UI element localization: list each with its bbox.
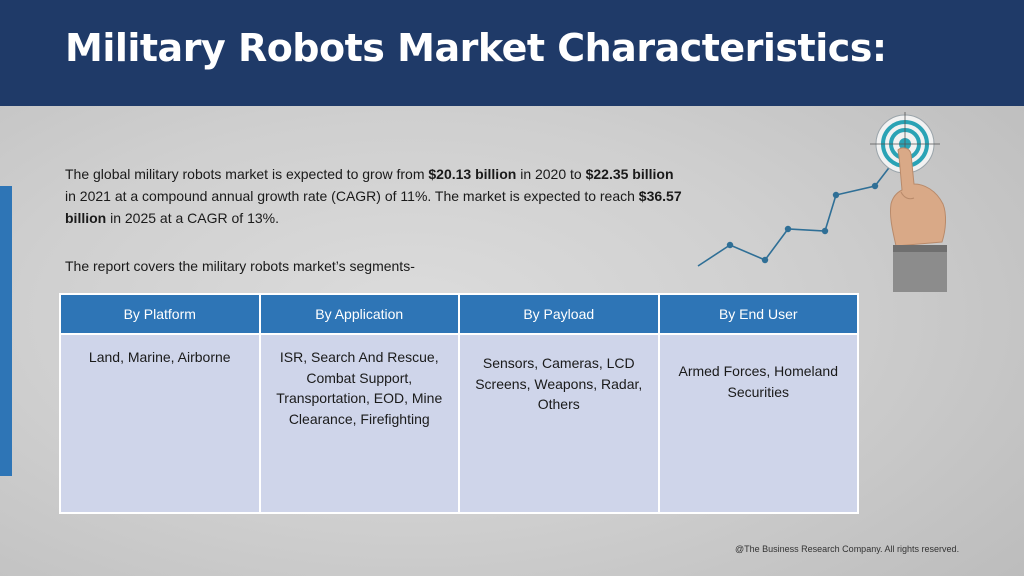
table-row: Land, Marine, Airborne ISR, Search And R… [59,333,859,514]
header-by-platform: By Platform [59,293,261,335]
growth-line-chart-icon [697,155,899,267]
intro-paragraph: The global military robots market is exp… [65,163,685,229]
value-2025: $36.57 billion [65,188,682,226]
intro-text-2: in 2020 to [516,166,586,182]
cell-application: ISR, Search And Rescue, Combat Support, … [258,333,460,514]
value-2021: $22.35 billion [585,166,674,182]
table-header-row: By Platform By Application By Payload By… [59,293,859,335]
segments-intro: The report covers the military robots ma… [65,258,415,274]
header-by-application: By Application [258,293,460,335]
segments-table: By Platform By Application By Payload By… [59,293,859,514]
intro-text-1: The global military robots market is exp… [65,166,429,182]
value-2020: $20.13 billion [428,166,517,182]
left-accent-bar [0,186,12,476]
cell-payload: Sensors, Cameras, LCD Screens, Weapons, … [458,333,660,514]
title-bar: Military Robots Market Characteristics: [0,0,1024,106]
cell-platform: Land, Marine, Airborne [59,333,261,514]
page-title: Military Robots Market Characteristics: [65,26,887,70]
growth-illustration [697,112,947,292]
header-by-end-user: By End User [657,293,859,335]
copyright-footer: @The Business Research Company. All righ… [735,544,960,554]
cell-end-user: Armed Forces, Homeland Securities [657,333,859,514]
header-by-payload: By Payload [458,293,660,335]
intro-text-4: in 2025 at a CAGR of 13%. [106,210,279,226]
pointing-hand-icon [890,147,947,292]
intro-text-3: in 2021 at a compound annual growth rate… [65,188,639,204]
